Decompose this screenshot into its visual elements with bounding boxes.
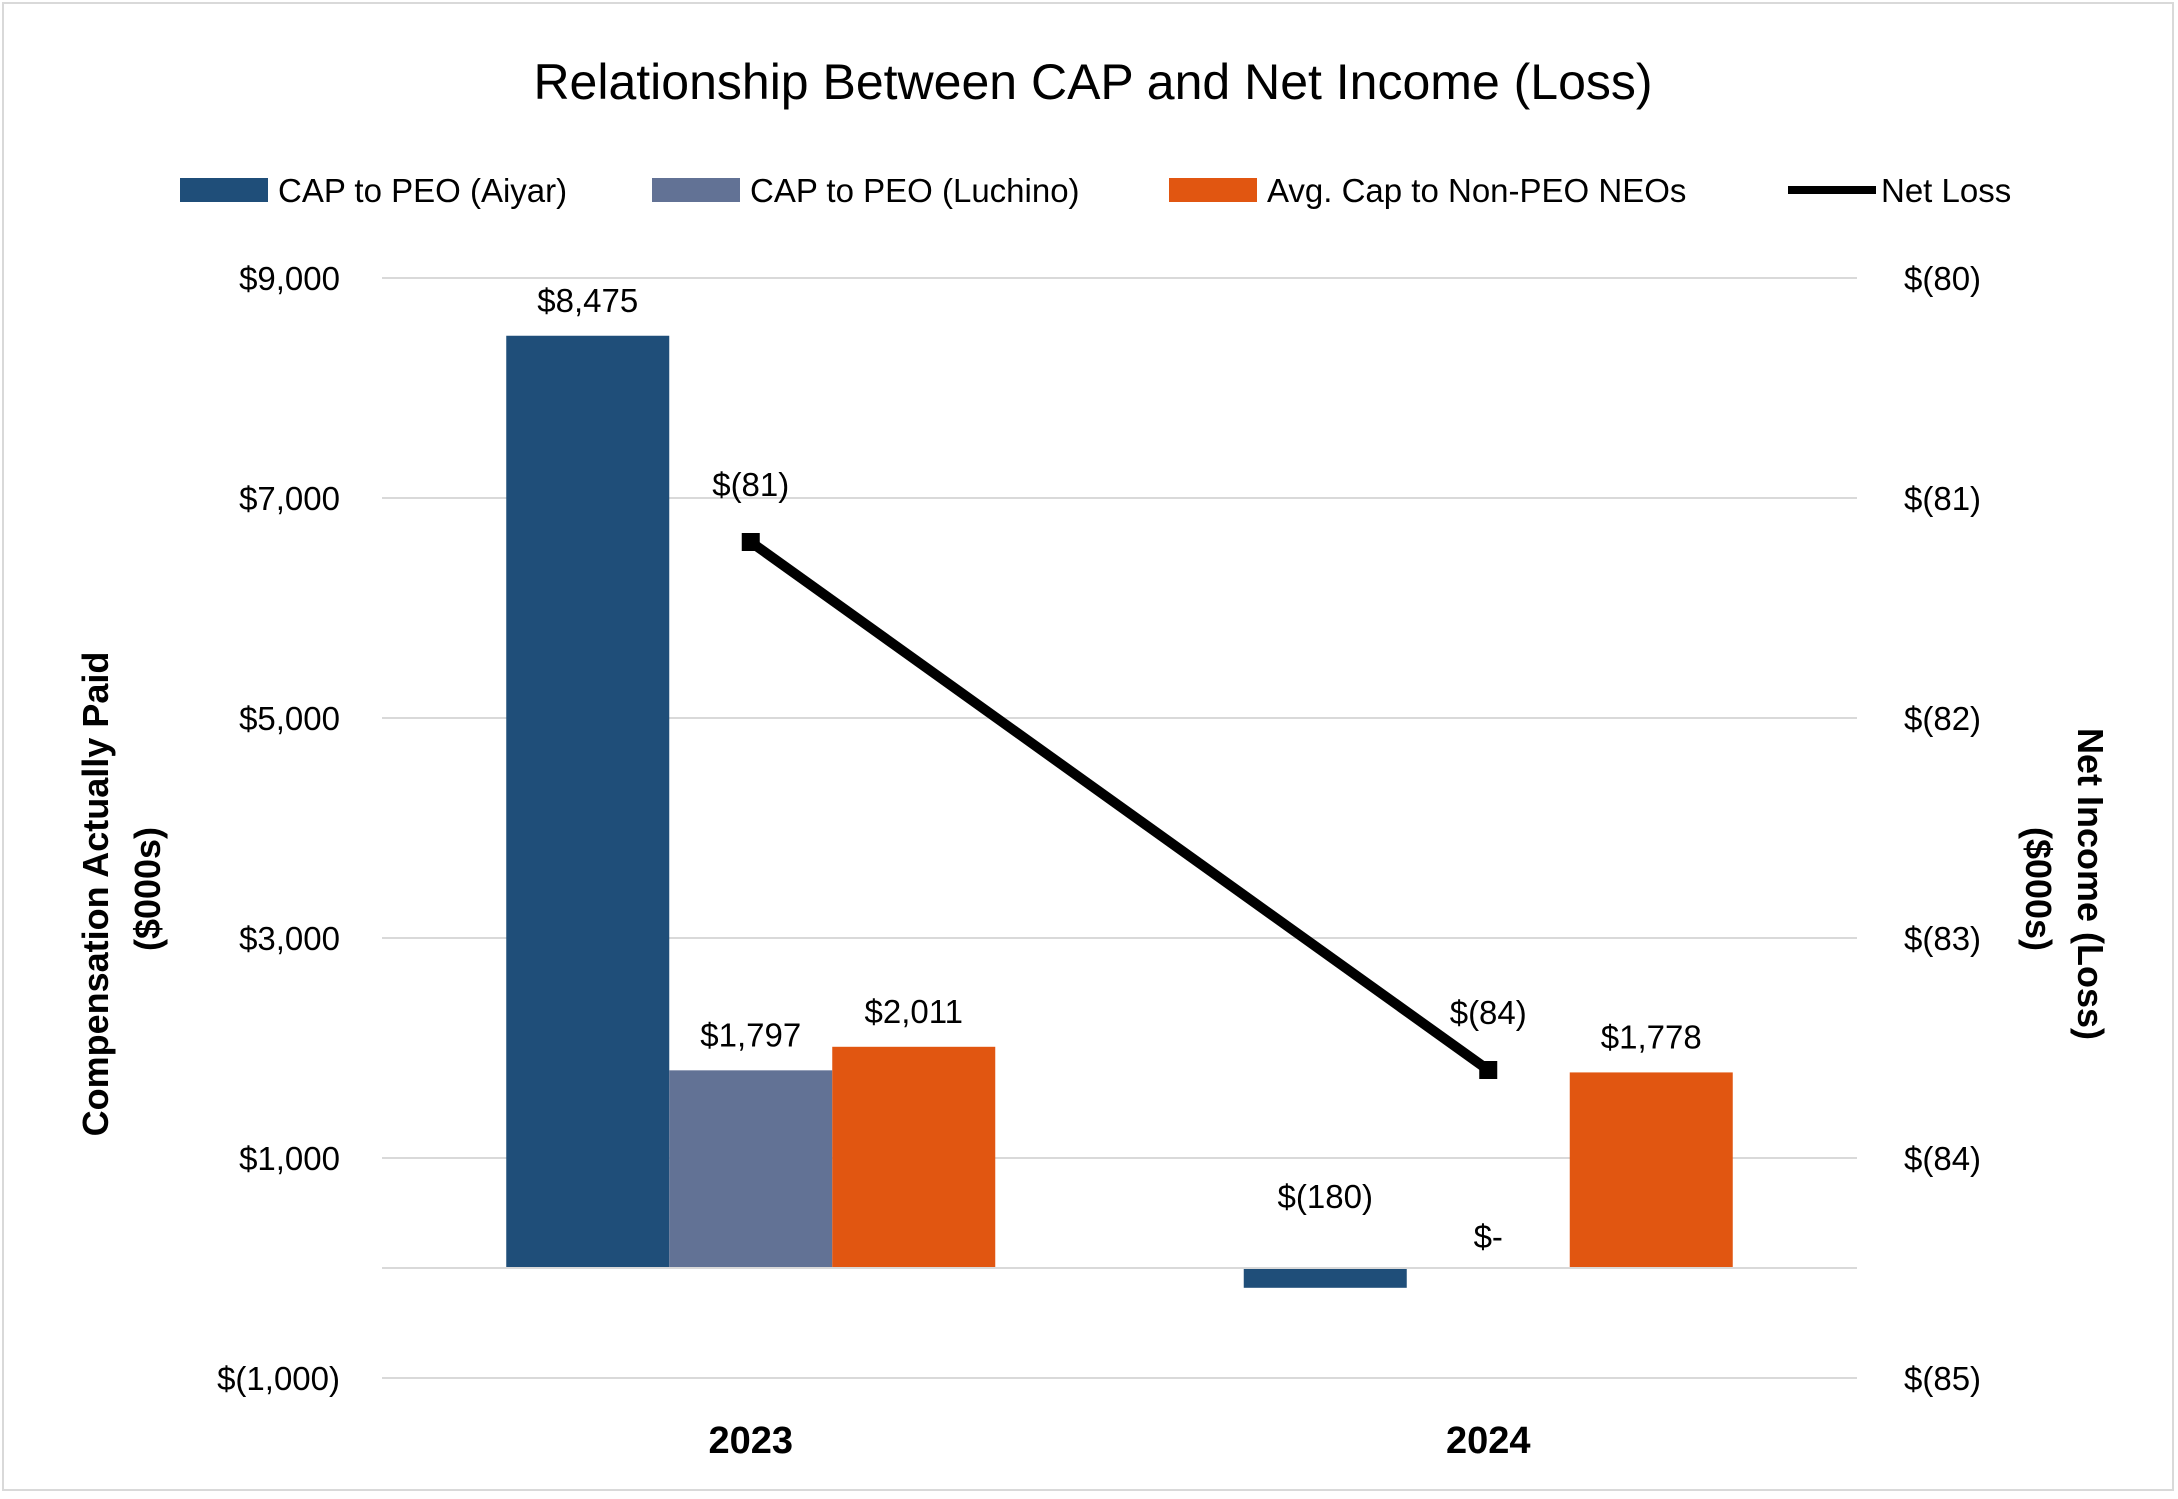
bar-2023-2 [832,1046,996,1268]
bar-data-label: $1,797 [700,1016,801,1053]
legend-swatch-cap-aiyar [180,178,268,202]
legend-label-avg-cap-non-peo: Avg. Cap to Non-PEO NEOs [1267,172,1686,209]
bar-data-label: $1,778 [1601,1018,1702,1055]
y2-axis-title-line-2: ($000s) [2018,827,2059,951]
bar-2024-2 [1569,1072,1733,1268]
y2-tick-label: $(80) [1904,260,1981,297]
y2-axis-title-line-1: Net Income (Loss) [2070,728,2111,1040]
y-tick-label: $7,000 [239,480,340,517]
y2-tick-label: $(83) [1904,920,1981,957]
bar-2024-0 [1243,1268,1407,1288]
net-loss-line-series [741,533,1498,1079]
legend-label-net-loss: Net Loss [1881,172,2011,209]
y-tick-label: $3,000 [239,920,340,957]
y2-tick-label: $(82) [1904,700,1981,737]
bar-2023-1 [669,1070,833,1268]
y-axis-tick-labels: $(1,000) $1,000 $3,000 $5,000 $7,000 $9,000 [217,260,340,1397]
bar-data-label: $- [1474,1218,1503,1255]
y2-tick-label: $(84) [1904,1140,1981,1177]
y-tick-label: $9,000 [239,260,340,297]
legend-label-cap-aiyar: CAP to PEO (Aiyar) [278,172,567,209]
y-tick-label: $1,000 [239,1140,340,1177]
data-labels: $8,475 $1,797 $2,011 $(180) $- $1,778 $(81) $(8… [537,282,1701,1255]
y2-tick-label: $(85) [1904,1360,1981,1397]
bars [506,335,1733,1288]
category-labels: 2023 2024 [708,1420,1530,1462]
net-loss-marker [1479,1061,1498,1079]
net-loss-data-label: $(81) [712,466,789,503]
bar-data-label: $(180) [1278,1178,1373,1215]
bar-data-label: $8,475 [537,282,638,319]
y2-axis-title: Net Income (Loss) ($000s) [2018,728,2111,1050]
bar-data-label: $2,011 [865,993,963,1030]
y-axis-title: Compensation Actually Paid ($000s) [75,642,168,1137]
legend-label-cap-luchino: CAP to PEO (Luchino) [750,172,1080,209]
net-loss-data-label: $(84) [1450,994,1527,1031]
y2-axis-tick-labels: $(85) $(84) $(83) $(82) $(81) $(80) [1904,260,1981,1397]
legend-swatch-avg-cap-non-peo [1169,178,1257,202]
net-loss-marker [741,533,760,551]
chart-svg: Relationship Between CAP and Net Income … [75,54,2111,1462]
legend: CAP to PEO (Aiyar) CAP to PEO (Luchino) … [180,172,2011,209]
y-tick-label: $5,000 [239,700,340,737]
y-tick-label: $(1,000) [217,1360,340,1397]
category-label: 2023 [708,1420,793,1462]
chart-title: Relationship Between CAP and Net Income … [533,54,1652,110]
y-axis-title-line-1: Compensation Actually Paid [75,652,116,1137]
bar-2023-0 [506,335,670,1268]
y2-tick-label: $(81) [1904,480,1981,517]
net-loss-line [747,537,1492,1075]
legend-swatch-cap-luchino [652,178,740,202]
category-label: 2024 [1446,1420,1531,1462]
y-axis-title-line-2: ($000s) [127,827,168,951]
